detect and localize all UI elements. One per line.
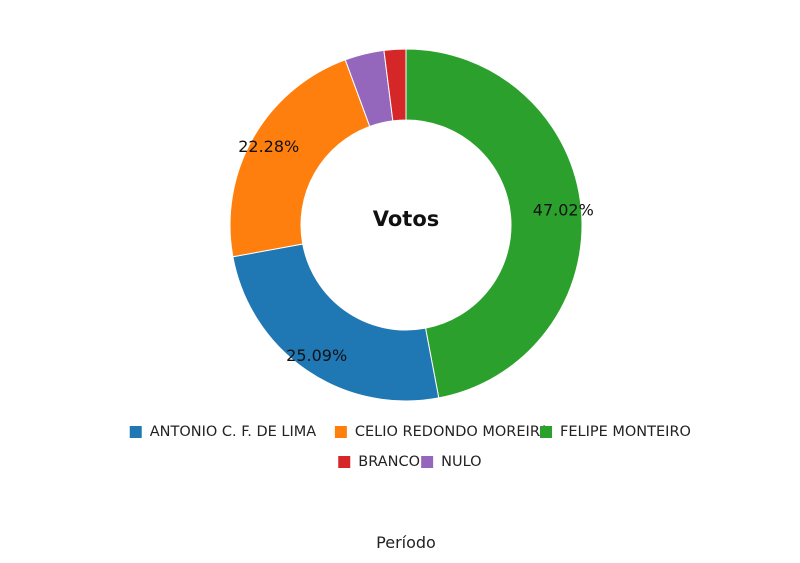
legend-label-felipe-monteiro: FELIPE MONTEIRO [560, 424, 691, 440]
chart-title: Votos [373, 207, 440, 231]
slice-label-celio-redondo-moreira: 22.28% [238, 137, 299, 156]
slice-branco[interactable] [383, 48, 407, 122]
legend: ANTONIO C. F. DE LIMA CELIO REDONDO MOREI… [129, 424, 691, 470]
legend-label-nulo: NULO [441, 454, 481, 470]
legend-item-felipe-monteiro[interactable]: FELIPE MONTEIRO [540, 424, 691, 440]
legend-label-branco: BRANCO [358, 454, 420, 470]
slice-labels: 47.02% 25.09% 22.28% [238, 137, 594, 365]
legend-swatch-felipe-monteiro [540, 426, 553, 438]
x-axis-label: Período [376, 533, 436, 552]
legend-item-nulo[interactable]: NULO [421, 454, 482, 470]
slice-felipe-monteiro[interactable] [405, 48, 583, 399]
legend-label-celio-redondo-moreira: CELIO REDONDO MOREIRA [355, 424, 549, 440]
slice-label-felipe-monteiro: 47.02% [533, 201, 594, 220]
slice-celio-redondo-moreira[interactable] [229, 59, 371, 258]
legend-swatch-antonio-c-f-de-lima [129, 426, 142, 438]
slice-antonio-c-f-de-lima[interactable] [232, 243, 440, 402]
legend-item-celio-redondo-moreira[interactable]: CELIO REDONDO MOREIRA [334, 424, 549, 440]
legend-swatch-branco [338, 456, 351, 468]
legend-swatch-celio-redondo-moreira [334, 426, 347, 438]
legend-label-antonio-c-f-de-lima: ANTONIO C. F. DE LIMA [150, 424, 317, 440]
legend-swatch-nulo [421, 456, 434, 468]
slice-label-antonio-c-f-de-lima: 25.09% [286, 346, 347, 365]
donut-slices [229, 48, 583, 402]
legend-item-branco[interactable]: BRANCO [338, 454, 420, 470]
legend-item-antonio-c-f-de-lima[interactable]: ANTONIO C. F. DE LIMA [129, 424, 317, 440]
